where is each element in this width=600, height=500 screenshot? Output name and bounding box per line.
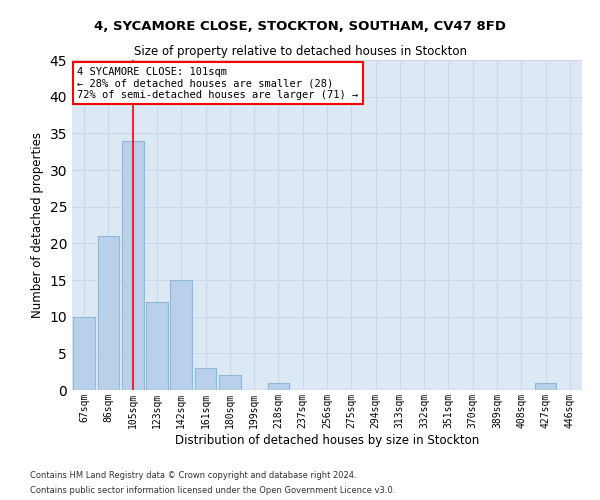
Text: Size of property relative to detached houses in Stockton: Size of property relative to detached ho… <box>133 45 467 58</box>
Text: 4 SYCAMORE CLOSE: 101sqm
← 28% of detached houses are smaller (28)
72% of semi-d: 4 SYCAMORE CLOSE: 101sqm ← 28% of detach… <box>77 66 358 100</box>
Bar <box>268 382 289 390</box>
Bar <box>194 368 217 390</box>
Text: Contains HM Land Registry data © Crown copyright and database right 2024.: Contains HM Land Registry data © Crown c… <box>30 471 356 480</box>
Text: 4, SYCAMORE CLOSE, STOCKTON, SOUTHAM, CV47 8FD: 4, SYCAMORE CLOSE, STOCKTON, SOUTHAM, CV… <box>94 20 506 33</box>
Bar <box>170 280 192 390</box>
Bar <box>97 236 119 390</box>
Bar <box>122 140 143 390</box>
Bar <box>73 316 95 390</box>
Bar <box>146 302 168 390</box>
Text: Contains public sector information licensed under the Open Government Licence v3: Contains public sector information licen… <box>30 486 395 495</box>
Y-axis label: Number of detached properties: Number of detached properties <box>31 132 44 318</box>
X-axis label: Distribution of detached houses by size in Stockton: Distribution of detached houses by size … <box>175 434 479 446</box>
Bar <box>219 376 241 390</box>
Bar <box>535 382 556 390</box>
